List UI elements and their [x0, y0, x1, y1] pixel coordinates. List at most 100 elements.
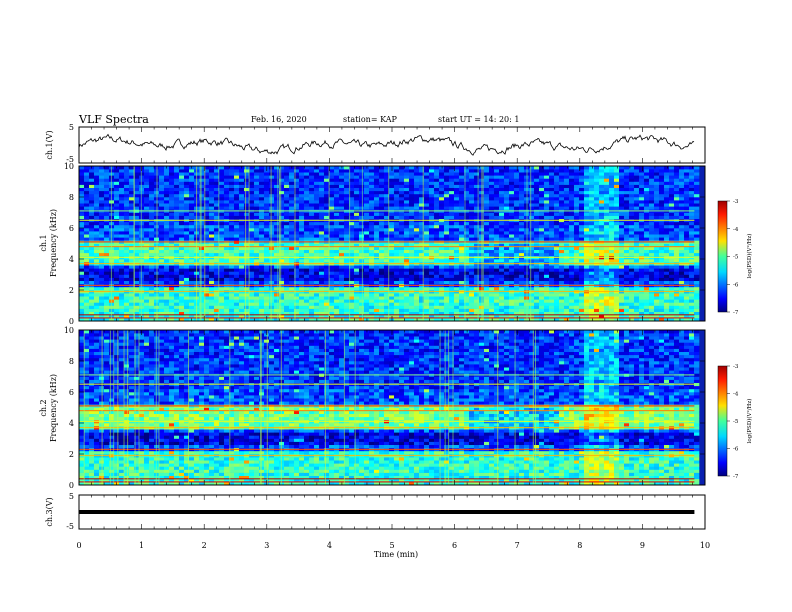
spectrogram-cell	[279, 308, 285, 312]
spectrogram-cell	[389, 311, 395, 316]
spectrogram-cell	[119, 187, 125, 192]
spectrogram-cell	[184, 286, 190, 291]
spectrogram-cell	[404, 296, 410, 300]
spectrogram-cell	[344, 311, 350, 316]
spectrogram-cell	[134, 187, 140, 192]
spectrogram-cell	[399, 252, 405, 257]
spectrogram-cell	[319, 193, 325, 198]
spectrogram-cell	[529, 274, 535, 278]
spectrogram-cell	[229, 317, 235, 322]
spectrogram-cell	[269, 206, 275, 210]
spectrogram-cell	[214, 206, 220, 210]
spectrogram-cell	[314, 234, 320, 238]
spectrogram-cell	[279, 175, 285, 179]
spectrogram-cell	[364, 259, 370, 263]
spectrogram-cell	[79, 271, 85, 275]
spectrogram-cell	[509, 259, 515, 263]
spectrogram-cell	[459, 193, 465, 198]
spectrogram-cell	[299, 286, 305, 291]
spectrogram-cell	[394, 286, 400, 291]
spectrogram-cell	[149, 237, 155, 241]
spectrogram-cell	[374, 234, 380, 238]
spectrogram-cell	[369, 237, 375, 241]
spectrogram-cell	[469, 187, 475, 192]
spectrogram-cell	[164, 197, 170, 201]
spectrogram-cell	[249, 314, 255, 319]
spectrogram-cell	[349, 308, 355, 312]
spectrogram-cell	[269, 224, 275, 229]
spectrogram-cell	[329, 280, 335, 285]
spectrogram-cell	[124, 212, 130, 216]
spectrogram-cell	[394, 252, 400, 257]
spectrogram-cell	[494, 172, 500, 176]
spectrogram-cell	[269, 274, 275, 278]
spectrogram-cell	[474, 296, 480, 300]
spectrogram-cell	[324, 243, 330, 247]
spectrogram-cell	[394, 293, 400, 297]
spectrogram-cell	[459, 246, 465, 250]
spectrogram-cell	[79, 190, 85, 195]
spectrogram-cell	[249, 203, 255, 207]
spectrogram-cell	[509, 299, 515, 303]
spectrogram-cell	[469, 249, 475, 254]
spectrogram-cell	[129, 280, 135, 285]
spectrogram-cell	[334, 175, 340, 179]
spectrogram-cell	[364, 166, 370, 170]
spectrogram-cell	[319, 268, 325, 272]
spectrogram-cell	[419, 274, 425, 278]
spectrogram-cell	[329, 175, 335, 179]
spectrogram-cell	[204, 311, 210, 316]
spectrogram-cell	[294, 212, 300, 216]
spectrogram-cell	[179, 293, 185, 297]
spectrogram-cell	[314, 259, 320, 263]
spectrogram-cell	[329, 311, 335, 316]
spectrogram-cell	[369, 302, 375, 306]
spectrogram-cell	[124, 169, 130, 173]
spectrogram-cell	[284, 246, 290, 250]
spectrogram-cell	[99, 271, 105, 275]
spectrogram-cell	[319, 302, 325, 306]
spectrogram-cell	[94, 184, 100, 188]
spectrogram-cell	[314, 299, 320, 303]
spectrogram-cell	[424, 265, 430, 269]
spectrogram-cell	[384, 190, 390, 195]
spectrogram-cell	[424, 166, 430, 170]
spectrogram-cell	[549, 224, 555, 229]
spectrogram-cell	[124, 215, 130, 219]
spectrogram-cell	[289, 197, 295, 201]
spectrogram-cell	[249, 271, 255, 275]
spectrogram-cell	[374, 299, 380, 303]
spectrogram-cell	[259, 299, 265, 303]
spectrogram-cell	[99, 197, 105, 201]
spectrogram-cell	[349, 268, 355, 272]
spectrogram-cell	[534, 317, 540, 322]
spectrogram-cell	[164, 237, 170, 241]
spectrogram-cell	[114, 215, 120, 219]
spectrogram-cell	[254, 193, 260, 198]
spectrogram-cell	[359, 215, 365, 219]
spectrogram-cell	[469, 252, 475, 257]
spectrogram-cell	[204, 215, 210, 219]
spectrogram-cell	[269, 277, 275, 281]
spectrogram-cell	[554, 224, 560, 229]
spectrogram-cell	[514, 249, 520, 254]
spectrogram-cell	[99, 311, 105, 316]
spectrogram-cell	[369, 299, 375, 303]
spectrogram-cell	[254, 246, 260, 250]
spectrogram-cell	[129, 221, 135, 226]
spectrogram-cell	[239, 197, 245, 201]
spectrogram-cell	[299, 166, 305, 170]
spectrogram-cell	[554, 234, 560, 238]
spectrogram-cell	[214, 203, 220, 207]
spectrogram-cell	[349, 314, 355, 319]
spectrogram-cell	[284, 175, 290, 179]
spectrogram-cell	[499, 314, 505, 319]
spectrogram-cell	[89, 274, 95, 278]
spectrogram-cell	[314, 172, 320, 176]
spectrogram-cell	[179, 203, 185, 207]
spectrogram-cell	[379, 268, 385, 272]
spectrogram-cell	[439, 243, 445, 247]
spectrogram-cell	[389, 268, 395, 272]
spectrogram-cell	[529, 231, 535, 235]
spectrogram-cell	[159, 203, 165, 207]
